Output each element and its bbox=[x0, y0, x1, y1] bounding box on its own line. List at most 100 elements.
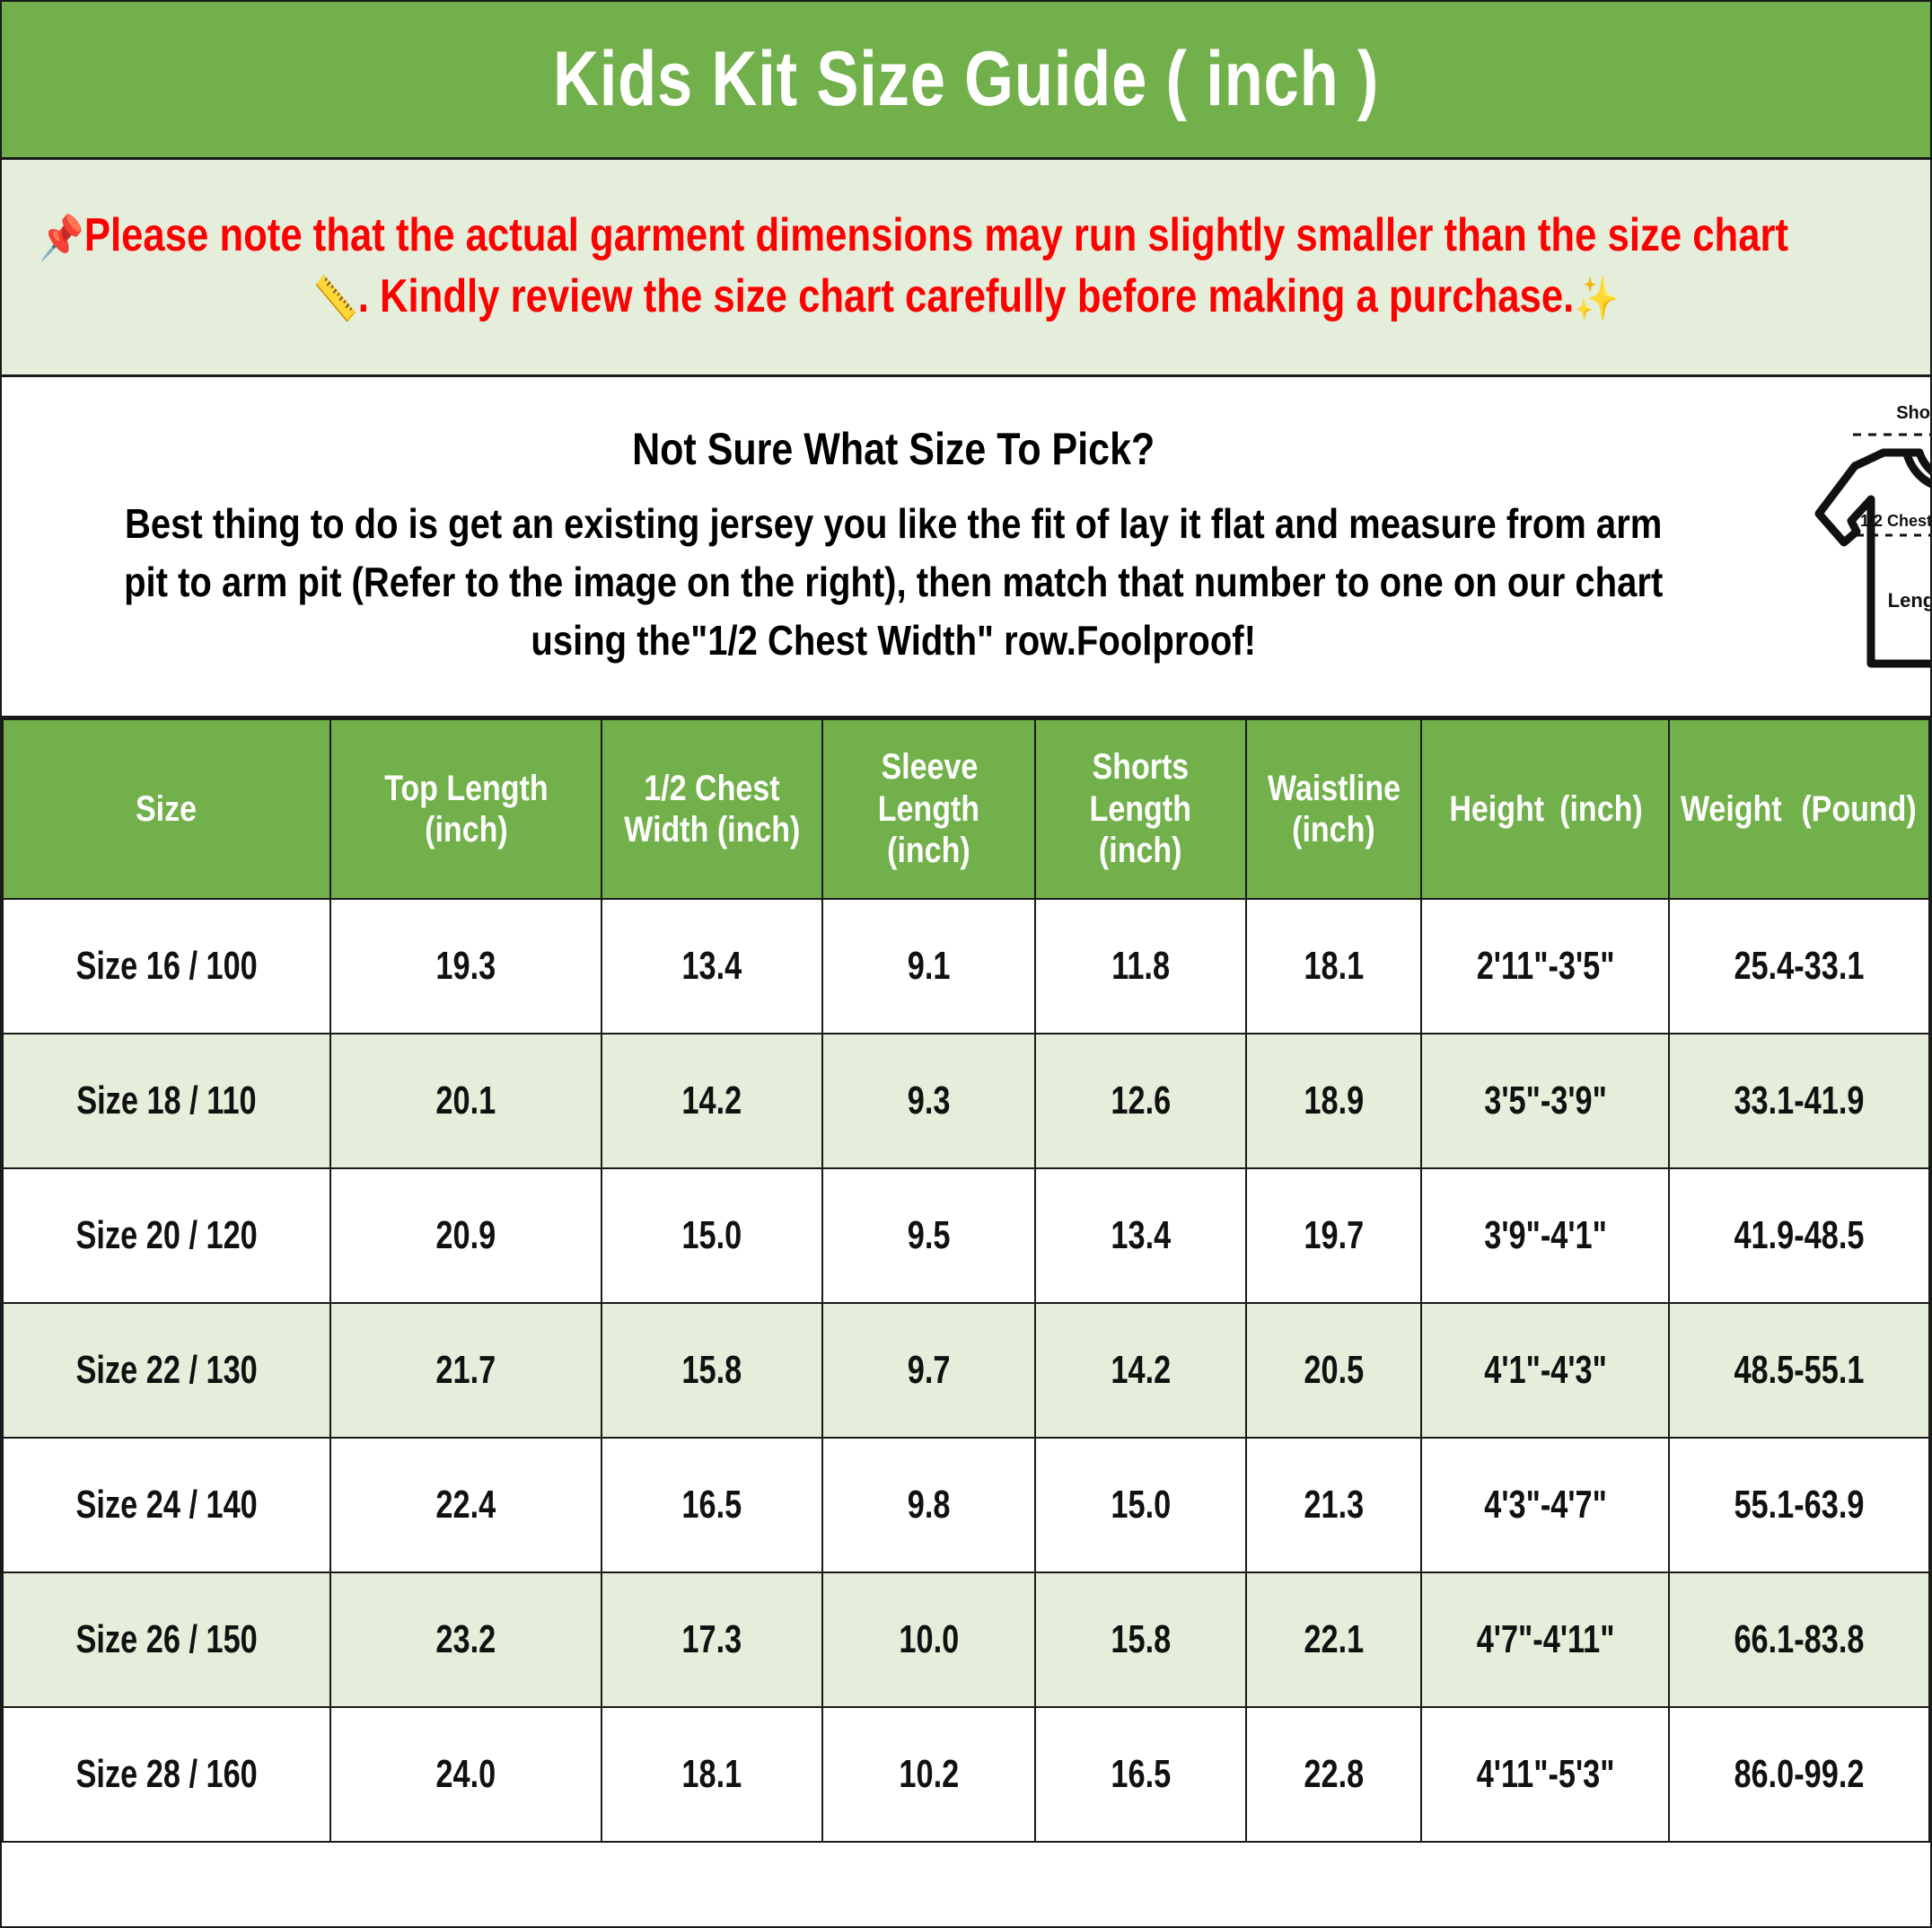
cell-text: Size 20 / 120 bbox=[75, 1213, 258, 1257]
notice-banner: 📌Please note that the actual garment dim… bbox=[2, 160, 1930, 377]
column-header-5-line-1: (inch) bbox=[1292, 810, 1375, 850]
notice-line-2: 📏. Kindly review the size chart carefull… bbox=[171, 267, 1761, 327]
cell-text: 33.1-41.9 bbox=[1734, 1078, 1865, 1122]
data-cell-r1-c2: 14.2 bbox=[600, 1033, 824, 1169]
data-cell-r1-c4: 12.6 bbox=[1034, 1033, 1247, 1169]
notice-line-2-text: . Kindly review the size chart carefully… bbox=[357, 269, 1575, 322]
cell-text: 9.7 bbox=[908, 1348, 951, 1392]
cell-text: 21.7 bbox=[435, 1348, 496, 1392]
column-header-1: Top Length(inch) bbox=[329, 718, 602, 900]
cell-text: 86.0-99.2 bbox=[1734, 1752, 1865, 1796]
column-header-0: Size bbox=[2, 718, 331, 900]
data-cell-r6-c2: 18.1 bbox=[600, 1706, 824, 1843]
cell-text: 9.3 bbox=[908, 1078, 951, 1122]
data-cell-r0-c4: 11.8 bbox=[1034, 898, 1247, 1034]
cell-text: 16.5 bbox=[681, 1483, 742, 1527]
column-header-3-line-0: Sleeve bbox=[881, 747, 978, 788]
column-header-6-line-0: Height bbox=[1448, 788, 1544, 829]
data-cell-r2-c1: 20.9 bbox=[329, 1167, 602, 1304]
table-body: Size 16 / 100 19.3 13.4 9.1 11.8 18.1 2'11"-3'… bbox=[2, 898, 1930, 1843]
data-cell-r1-c6: 3'5"-3'9" bbox=[1420, 1033, 1670, 1169]
data-cell-r1-c1: 20.1 bbox=[329, 1033, 602, 1169]
guide-text-block: Not Sure What Size To Pick? Best thing t… bbox=[2, 423, 1801, 671]
data-cell-r5-c3: 10.0 bbox=[821, 1571, 1037, 1708]
data-cell-r0-c3: 9.1 bbox=[821, 898, 1037, 1034]
size-cell: Size 24 / 140 bbox=[2, 1437, 331, 1573]
header-banner: Kids Kit Size Guide ( inch ) bbox=[2, 2, 1930, 160]
table-row: Size 20 / 120 20.9 15.0 9.5 13.4 19.7 3'9"-4'1… bbox=[2, 1167, 1930, 1304]
data-cell-r6-c3: 10.2 bbox=[821, 1706, 1037, 1843]
data-cell-r6-c7: 86.0-99.2 bbox=[1667, 1706, 1930, 1843]
data-cell-r6-c1: 24.0 bbox=[329, 1706, 602, 1843]
tshirt-measurement-svg: Shoulder Width 1/2 Chest Width Length bbox=[1814, 403, 1930, 667]
table-row: Size 24 / 140 22.4 16.5 9.8 15.0 21.3 4'3"-4'7… bbox=[2, 1437, 1930, 1573]
data-cell-r1-c5: 18.9 bbox=[1244, 1033, 1423, 1169]
data-cell-r3-c5: 20.5 bbox=[1244, 1302, 1423, 1439]
data-cell-r5-c7: 66.1-83.8 bbox=[1667, 1571, 1930, 1708]
cell-text: 18.9 bbox=[1304, 1078, 1364, 1122]
guide-line-3: using the"1/2 Chest Width" row.Foolproof… bbox=[531, 617, 1256, 665]
data-cell-r5-c6: 4'7"-4'11" bbox=[1420, 1571, 1670, 1708]
size-cell: Size 16 / 100 bbox=[2, 898, 331, 1034]
column-header-2: 1/2 ChestWidth (inch) bbox=[600, 718, 824, 900]
cell-text: 3'5"-3'9" bbox=[1483, 1078, 1607, 1122]
column-header-4-line-1: Length (inch) bbox=[1089, 788, 1192, 871]
column-header-2-line-0: 1/2 Chest bbox=[644, 768, 780, 808]
cell-text: 11.8 bbox=[1111, 944, 1170, 988]
cell-text: 9.1 bbox=[908, 944, 951, 988]
column-header-6: Height (inch) bbox=[1420, 718, 1670, 900]
cell-text: Size 22 / 130 bbox=[75, 1348, 258, 1392]
cell-text: 20.1 bbox=[435, 1078, 496, 1122]
column-header-3-line-1: Length (inch) bbox=[878, 788, 980, 871]
column-header-5: Waistline(inch) bbox=[1244, 718, 1423, 900]
data-cell-r4-c3: 9.8 bbox=[821, 1437, 1037, 1573]
guide-heading: Not Sure What Size To Pick? bbox=[632, 423, 1155, 474]
cell-text: Size 18 / 110 bbox=[76, 1078, 257, 1122]
size-cell: Size 18 / 110 bbox=[2, 1033, 331, 1169]
cell-text: 4'1"-4'3" bbox=[1483, 1348, 1607, 1392]
data-cell-r5-c1: 23.2 bbox=[329, 1571, 602, 1708]
table-row: Size 28 / 160 24.0 18.1 10.2 16.5 22.8 4'11"-5… bbox=[2, 1706, 1930, 1843]
cell-text: 20.5 bbox=[1304, 1348, 1364, 1392]
data-cell-r3-c2: 15.8 bbox=[600, 1302, 824, 1439]
notice-line-1-text: Please note that the actual garment dime… bbox=[83, 209, 1789, 262]
size-cell: Size 22 / 130 bbox=[2, 1302, 331, 1439]
guide-line-1: Best thing to do is get an existing jers… bbox=[125, 499, 1663, 547]
tshirt-collar bbox=[1902, 450, 1930, 488]
cell-text: 23.2 bbox=[435, 1617, 496, 1661]
data-cell-r4-c4: 15.0 bbox=[1034, 1437, 1247, 1573]
cell-text: 48.5-55.1 bbox=[1734, 1348, 1865, 1392]
data-cell-r2-c7: 41.9-48.5 bbox=[1667, 1167, 1930, 1304]
data-cell-r5-c4: 15.8 bbox=[1034, 1571, 1247, 1708]
cell-text: 4'7"-4'11" bbox=[1476, 1617, 1615, 1661]
notice-line-1: 📌Please note that the actual garment dim… bbox=[20, 206, 1788, 266]
data-cell-r5-c2: 17.3 bbox=[600, 1571, 824, 1708]
column-header-7-line-0: Weight bbox=[1681, 788, 1782, 829]
cell-text: 18.1 bbox=[1304, 944, 1364, 988]
size-cell: Size 26 / 150 bbox=[2, 1571, 331, 1708]
cell-text: 13.4 bbox=[1111, 1213, 1171, 1257]
data-cell-r2-c5: 19.7 bbox=[1244, 1167, 1423, 1304]
data-cell-r6-c6: 4'11"-5'3" bbox=[1420, 1706, 1670, 1843]
column-header-3: SleeveLength (inch) bbox=[821, 718, 1037, 900]
data-cell-r2-c3: 9.5 bbox=[821, 1167, 1037, 1304]
column-header-1-line-0: Top Length bbox=[383, 768, 549, 808]
cell-text: 12.6 bbox=[1111, 1078, 1171, 1122]
cell-text: 22.8 bbox=[1304, 1752, 1364, 1796]
cell-text: Size 16 / 100 bbox=[75, 944, 258, 988]
cell-text: 4'3"-4'7" bbox=[1483, 1483, 1607, 1527]
cell-text: 19.7 bbox=[1304, 1213, 1364, 1257]
table-row: Size 16 / 100 19.3 13.4 9.1 11.8 18.1 2'11"-3'… bbox=[2, 898, 1930, 1034]
column-header-6-line-1: (inch) bbox=[1559, 788, 1643, 829]
data-cell-r4-c5: 21.3 bbox=[1244, 1437, 1423, 1573]
data-cell-r6-c4: 16.5 bbox=[1034, 1706, 1247, 1843]
data-cell-r1-c7: 33.1-41.9 bbox=[1667, 1033, 1930, 1169]
cell-text: Size 24 / 140 bbox=[75, 1483, 258, 1527]
data-cell-r3-c7: 48.5-55.1 bbox=[1667, 1302, 1930, 1439]
cell-text: 15.8 bbox=[1111, 1617, 1171, 1661]
column-header-7: Weight (Pound) bbox=[1667, 718, 1930, 900]
ruler-icon: 📏 bbox=[312, 274, 358, 324]
data-cell-r2-c6: 3'9"-4'1" bbox=[1420, 1167, 1670, 1304]
cell-text: 17.3 bbox=[681, 1617, 742, 1661]
data-cell-r2-c2: 15.0 bbox=[600, 1167, 824, 1304]
